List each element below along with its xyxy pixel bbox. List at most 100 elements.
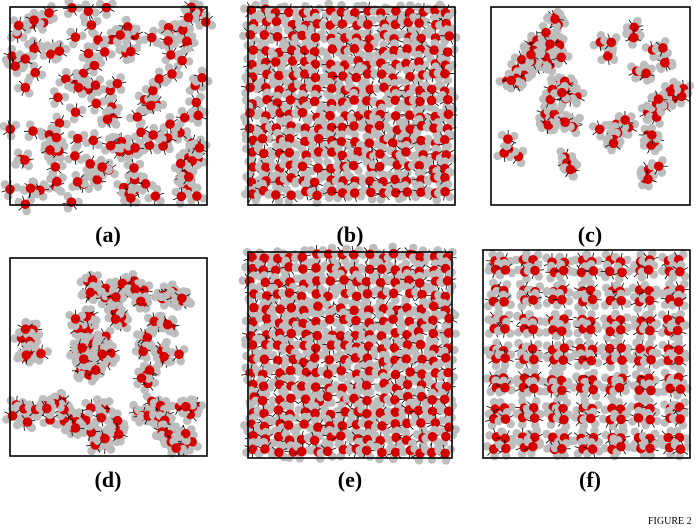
core (262, 94, 272, 105)
core (44, 8, 54, 18)
core (7, 51, 17, 61)
core (132, 112, 143, 122)
core (337, 122, 348, 133)
core (365, 249, 375, 260)
ligand (319, 34, 329, 44)
core (560, 117, 570, 128)
core (349, 305, 359, 316)
core (183, 12, 194, 23)
core (417, 289, 427, 300)
ligand (104, 158, 114, 168)
ligand (122, 36, 131, 46)
core (20, 82, 31, 93)
core (361, 96, 372, 106)
core (323, 369, 333, 380)
core (444, 31, 455, 41)
core (428, 328, 439, 339)
core (339, 275, 349, 285)
core (105, 85, 116, 96)
core (594, 124, 605, 135)
core (426, 95, 437, 106)
core (366, 187, 376, 198)
core (113, 429, 124, 440)
core (70, 107, 81, 118)
ligand (29, 8, 39, 18)
core (275, 304, 285, 314)
snapshot-panel (239, 0, 461, 207)
ligand (431, 144, 440, 154)
ligand (262, 88, 272, 98)
ligand (124, 153, 134, 162)
core (89, 60, 100, 71)
core (270, 57, 281, 67)
ligand (433, 68, 443, 78)
ligand (402, 37, 412, 47)
core (405, 124, 416, 134)
core (36, 348, 46, 359)
ligand (13, 156, 23, 165)
ligand (369, 58, 379, 68)
ligand (99, 40, 108, 50)
ligand (83, 42, 93, 51)
core (67, 3, 77, 13)
core (310, 382, 321, 392)
core (162, 319, 173, 330)
core (70, 151, 80, 161)
core (442, 47, 453, 57)
core (297, 30, 307, 41)
ligand (442, 102, 451, 111)
core (112, 415, 123, 426)
core (192, 191, 202, 201)
core (310, 32, 321, 43)
ligand (401, 52, 411, 61)
core (178, 25, 188, 35)
core (112, 78, 123, 89)
core (349, 121, 359, 131)
core (415, 339, 426, 350)
core (388, 248, 399, 259)
core (653, 94, 664, 104)
ligand (62, 119, 71, 129)
core (53, 92, 63, 103)
ligand (339, 104, 349, 114)
core (182, 36, 192, 47)
core (175, 158, 186, 169)
core (51, 132, 62, 143)
core (325, 110, 335, 121)
core (20, 324, 31, 334)
core (557, 87, 567, 98)
core (144, 140, 155, 151)
core (388, 288, 399, 299)
ligand (130, 170, 139, 180)
core (85, 287, 96, 298)
core (140, 179, 151, 189)
core (177, 55, 187, 66)
core (54, 46, 65, 56)
ligand (90, 129, 99, 138)
core (440, 68, 450, 79)
core (286, 303, 297, 313)
core (78, 68, 89, 79)
core (7, 410, 18, 421)
core (179, 112, 190, 123)
core (52, 176, 62, 187)
core (136, 127, 146, 138)
ligand (74, 3, 84, 13)
core (97, 162, 107, 172)
core (154, 73, 164, 84)
snapshot-panel (490, 6, 695, 206)
ligand (126, 113, 135, 123)
core (148, 130, 158, 140)
ligand (363, 117, 372, 126)
ligand (327, 37, 337, 47)
core (349, 43, 360, 54)
core (440, 186, 450, 197)
core (144, 365, 155, 376)
core (362, 289, 373, 299)
panel-label: (d) (95, 467, 122, 492)
ligand (343, 9, 353, 18)
core (442, 275, 453, 286)
core (312, 190, 322, 201)
ligand (201, 10, 210, 20)
